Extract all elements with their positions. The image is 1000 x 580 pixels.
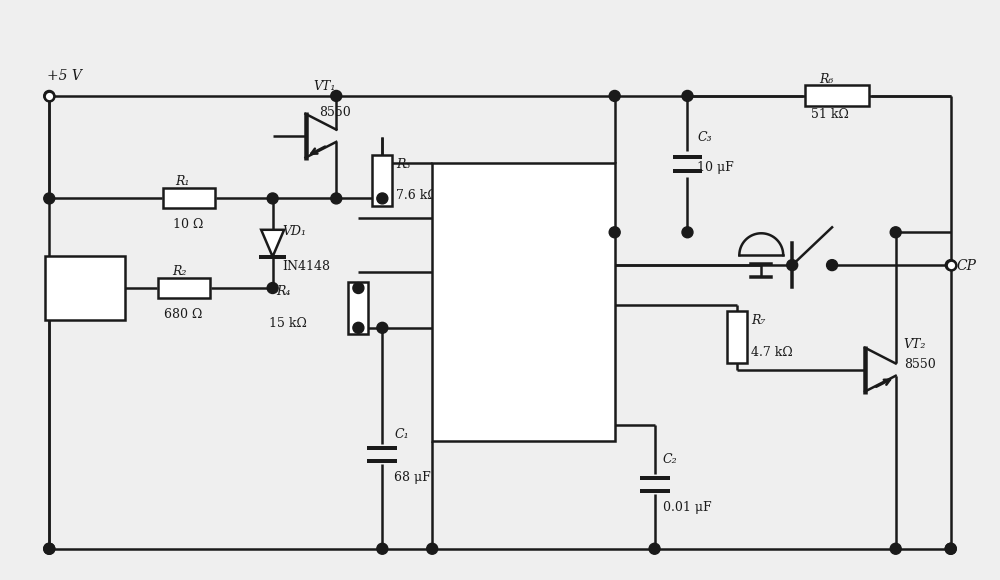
Circle shape: [787, 260, 798, 271]
Circle shape: [827, 260, 838, 271]
Text: 5: 5: [591, 425, 598, 438]
Text: 7: 7: [442, 220, 450, 233]
Text: 2: 2: [442, 330, 450, 343]
Text: 10 μF: 10 μF: [697, 161, 734, 174]
Text: CP: CP: [957, 259, 977, 273]
Text: 7.6 kΩ: 7.6 kΩ: [396, 190, 438, 202]
Text: NE555: NE555: [502, 295, 545, 309]
Text: R₆: R₆: [819, 73, 833, 86]
Circle shape: [353, 282, 364, 293]
Circle shape: [44, 193, 55, 204]
Text: R₂: R₂: [172, 265, 187, 278]
Bar: [372, 155, 392, 206]
Circle shape: [331, 90, 342, 102]
Text: 8: 8: [442, 176, 450, 189]
Text: R₃: R₃: [396, 158, 411, 171]
Text: 680 Ω: 680 Ω: [164, 308, 203, 321]
Text: R₇: R₇: [751, 314, 766, 327]
Text: 3: 3: [591, 307, 598, 320]
Text: VD₁: VD₁: [283, 225, 307, 238]
Bar: [158, 278, 210, 298]
Text: C₃: C₃: [697, 131, 712, 144]
Circle shape: [331, 193, 342, 204]
Circle shape: [945, 543, 956, 554]
Text: 68 μF: 68 μF: [394, 471, 431, 484]
Text: 51 kΩ: 51 kΩ: [811, 108, 849, 121]
Text: 8550: 8550: [320, 106, 351, 119]
Circle shape: [609, 227, 620, 238]
Bar: [727, 311, 747, 363]
Circle shape: [267, 193, 278, 204]
Circle shape: [377, 193, 388, 204]
Bar: [45, 256, 125, 320]
Text: +5 V: +5 V: [47, 69, 82, 83]
Circle shape: [890, 543, 901, 554]
Text: C₂: C₂: [663, 453, 677, 466]
Text: 0.01 μF: 0.01 μF: [663, 501, 711, 514]
Text: JST: JST: [75, 281, 96, 295]
Bar: [348, 282, 368, 334]
Circle shape: [682, 90, 693, 102]
Circle shape: [377, 543, 388, 554]
Text: R₄: R₄: [277, 285, 291, 298]
Text: C₁: C₁: [394, 428, 409, 441]
Bar: [805, 85, 869, 106]
Circle shape: [682, 227, 693, 238]
Circle shape: [377, 322, 388, 333]
Text: 8550: 8550: [904, 358, 935, 371]
Circle shape: [44, 543, 55, 554]
Polygon shape: [261, 230, 284, 257]
Circle shape: [427, 543, 438, 554]
Bar: [163, 188, 215, 208]
Text: 6: 6: [442, 274, 450, 287]
Text: IN4148: IN4148: [283, 260, 331, 273]
Circle shape: [945, 543, 956, 554]
Circle shape: [649, 543, 660, 554]
Circle shape: [44, 543, 55, 554]
Text: R₁: R₁: [175, 176, 190, 189]
Circle shape: [609, 90, 620, 102]
Text: VT₂: VT₂: [904, 338, 926, 351]
Circle shape: [44, 90, 55, 102]
Text: 4: 4: [591, 176, 598, 189]
Text: 15 kΩ: 15 kΩ: [269, 317, 307, 330]
Circle shape: [890, 227, 901, 238]
Circle shape: [267, 282, 278, 293]
Bar: [432, 162, 615, 441]
Text: 10 Ω: 10 Ω: [173, 218, 204, 231]
Circle shape: [353, 322, 364, 333]
Text: VT₁: VT₁: [314, 80, 336, 93]
Text: 4.7 kΩ: 4.7 kΩ: [751, 346, 793, 359]
Text: 1: 1: [442, 425, 450, 438]
Circle shape: [945, 260, 956, 271]
